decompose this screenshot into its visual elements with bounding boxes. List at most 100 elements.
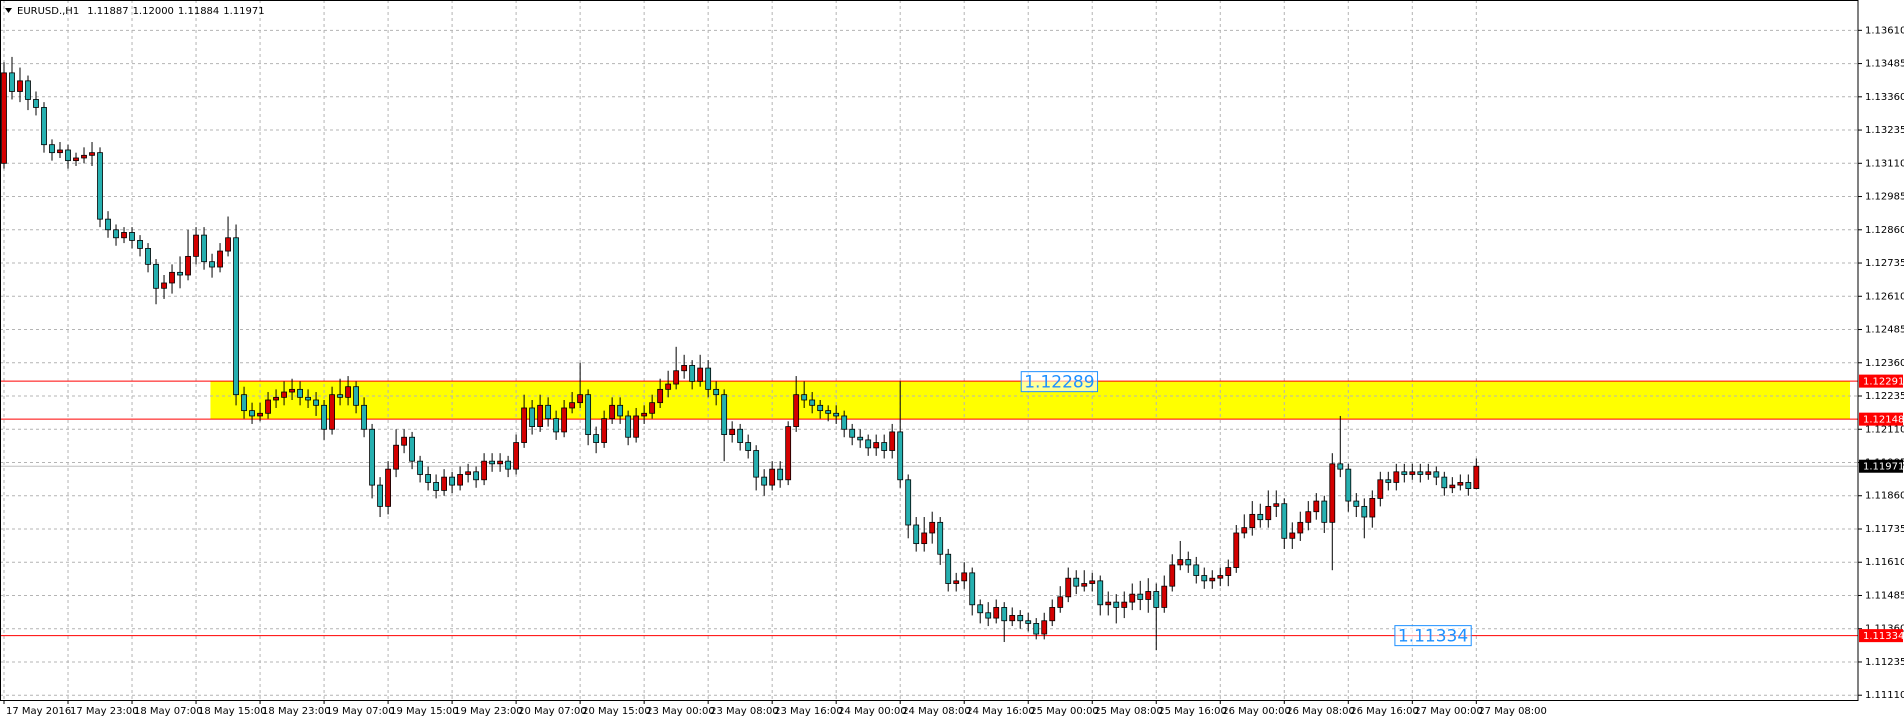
candle-body: [793, 394, 800, 427]
candle: [33, 91, 39, 116]
candle-body: [1049, 607, 1056, 622]
candle-body: [1081, 583, 1088, 587]
candle-body: [1345, 468, 1352, 502]
candles-layer: [1, 56, 1480, 650]
candle: [489, 453, 496, 472]
candle-body: [1161, 585, 1168, 608]
candle: [273, 389, 279, 408]
x-tick-label: 26 May 00:00: [1222, 706, 1291, 717]
candle-body: [953, 580, 960, 584]
candle-body: [521, 407, 528, 443]
candle: [905, 474, 912, 539]
candle-body: [1273, 503, 1280, 507]
candle: [1065, 567, 1072, 603]
level-tag: [1859, 374, 1903, 388]
candle-body: [425, 474, 431, 483]
candle: [761, 469, 768, 496]
candle: [473, 466, 480, 488]
candle-body: [25, 80, 31, 100]
candle-body: [113, 229, 119, 239]
candle-body: [713, 388, 720, 396]
candle: [833, 405, 840, 424]
candle: [601, 410, 608, 448]
candle-body: [217, 250, 223, 268]
candle-body: [697, 367, 704, 382]
candle: [497, 453, 504, 472]
candle: [225, 216, 231, 257]
header-value: 1.12000: [133, 6, 174, 17]
candle-body: [1409, 471, 1416, 475]
candle: [1161, 575, 1168, 613]
candle: [377, 477, 383, 518]
candle-body: [1, 72, 7, 164]
candle: [1273, 490, 1280, 518]
candle: [801, 381, 808, 408]
annotation-box: [1394, 625, 1472, 647]
candle-body: [1169, 564, 1176, 587]
candle-body: [1073, 577, 1080, 587]
menu-icon[interactable]: [5, 8, 12, 13]
candle: [393, 429, 399, 478]
candle: [1209, 570, 1216, 589]
candle: [1145, 578, 1152, 613]
candle-body: [593, 434, 600, 443]
candle: [1385, 471, 1392, 491]
candle-body: [1225, 567, 1232, 576]
candle: [1001, 602, 1008, 643]
candle-body: [345, 386, 351, 398]
candle-body: [57, 149, 63, 154]
candle: [721, 389, 728, 462]
candle-body: [209, 261, 215, 268]
candle-body: [809, 399, 816, 406]
candle: [1073, 570, 1080, 595]
candle: [689, 360, 696, 390]
candle: [129, 227, 135, 249]
candle-body: [297, 388, 303, 398]
candle-body: [617, 404, 624, 417]
plot-frame: [0, 0, 1859, 701]
candle: [1409, 463, 1416, 480]
candle-body: [129, 232, 135, 241]
candle: [1457, 474, 1464, 491]
candle: [617, 397, 624, 424]
candle-body: [905, 479, 912, 526]
header-value: 1.11884: [178, 6, 219, 17]
y-tick-label: 1.12985: [1865, 192, 1904, 203]
x-tick-label: 23 May 16:00: [774, 706, 843, 717]
candle: [1137, 580, 1144, 611]
candle-body: [561, 407, 568, 433]
candle-body: [449, 476, 455, 486]
candle: [1185, 551, 1192, 573]
candle: [1097, 575, 1104, 616]
candle-body: [1289, 532, 1296, 539]
candle: [1129, 583, 1136, 611]
y-tick-label: 1.12610: [1865, 291, 1904, 302]
candle: [105, 211, 111, 238]
candle: [593, 426, 600, 454]
candle: [73, 152, 79, 166]
candle: [945, 548, 952, 592]
candle: [873, 434, 880, 456]
candle: [1417, 463, 1424, 483]
candle-body: [913, 524, 920, 545]
candle-body: [1457, 482, 1464, 486]
candle: [257, 402, 263, 422]
candle-body: [601, 418, 608, 443]
candle-body: [193, 234, 199, 257]
candle-body: [937, 521, 944, 555]
x-tick-label: 19 May 07:00: [326, 706, 395, 717]
level-tag-label: 1.12148: [1863, 415, 1904, 426]
candle: [313, 392, 319, 416]
candle: [1201, 567, 1208, 589]
candle: [1305, 501, 1312, 531]
candle: [449, 471, 455, 494]
candle-body: [657, 388, 664, 404]
candle: [809, 392, 816, 414]
candle: [1105, 591, 1112, 616]
candle-body: [1281, 503, 1288, 539]
candle-body: [801, 394, 808, 401]
candle-body: [513, 442, 520, 470]
candle: [201, 227, 207, 270]
candle-body: [1329, 463, 1336, 523]
candle: [153, 259, 159, 305]
